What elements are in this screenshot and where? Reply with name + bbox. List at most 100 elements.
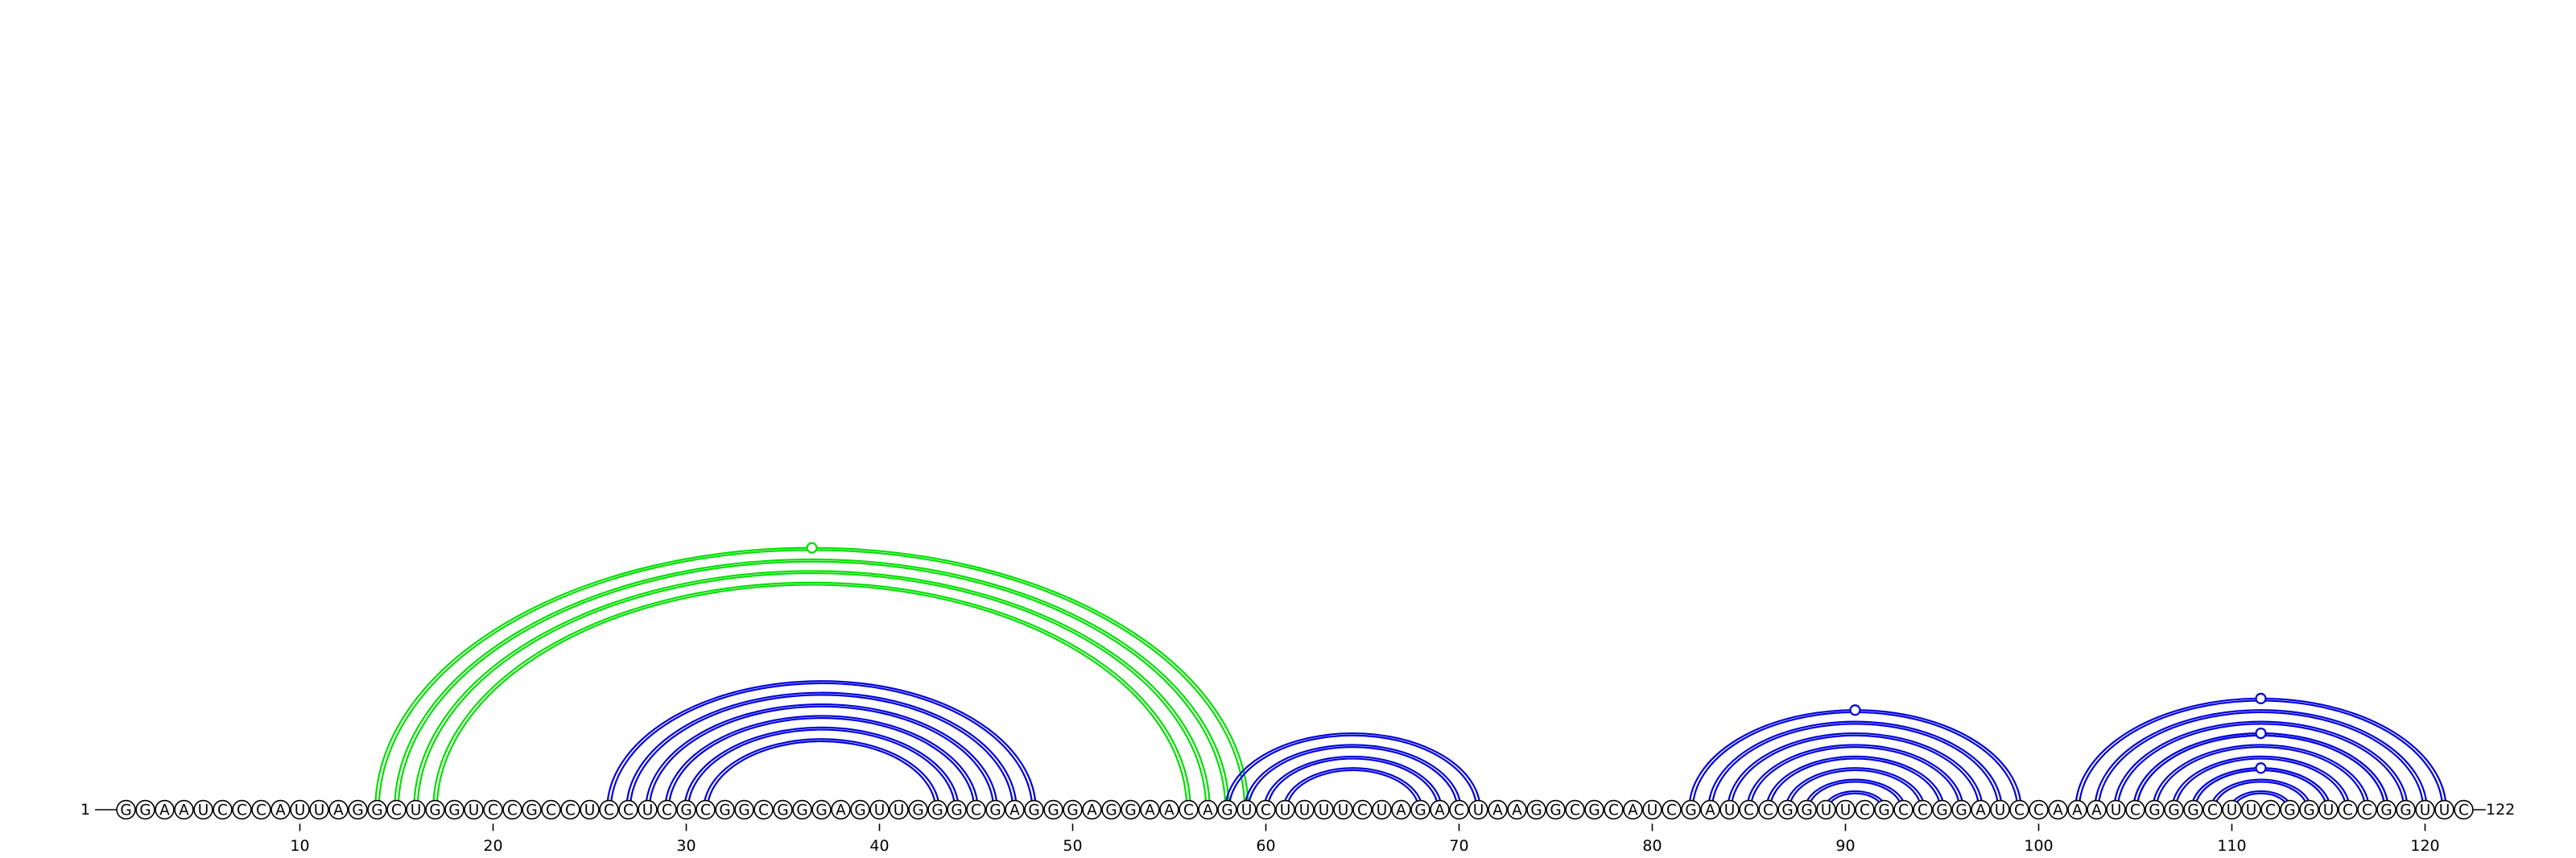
nucleotide-83: A bbox=[1700, 799, 1720, 820]
nucleotide-circle bbox=[1198, 799, 1218, 820]
nucleotide-letter: G bbox=[796, 802, 807, 819]
nucleotide-circle bbox=[1101, 799, 1121, 820]
nucleotide-letter: G bbox=[680, 802, 691, 819]
nucleotide-43: G bbox=[927, 799, 947, 820]
nucleotide-circle bbox=[927, 799, 947, 820]
base-pair-arc-103-120-strand-2 bbox=[2094, 709, 2428, 811]
nucleotide-101: A bbox=[2048, 799, 2068, 820]
nucleotide-circle bbox=[116, 799, 136, 820]
nucleotide-letter: U bbox=[1280, 802, 1291, 819]
base-pair-arc-87-94-strand-2 bbox=[1785, 767, 1926, 811]
base-pair-arc-87-94-strand-1 bbox=[1788, 769, 1922, 811]
nucleotide-letter: A bbox=[1009, 802, 1020, 819]
nucleotide-45: C bbox=[966, 799, 986, 820]
nucleotide-2: G bbox=[135, 799, 155, 820]
nucleotide-circle bbox=[2338, 799, 2358, 820]
helix-marker-1 bbox=[806, 542, 818, 554]
nucleotide-letter: A bbox=[1164, 802, 1174, 819]
nucleotide-circle bbox=[2241, 799, 2261, 820]
nucleotide-letter: G bbox=[139, 802, 151, 819]
nucleotide-letter: C bbox=[2207, 802, 2218, 819]
nucleotide-circle bbox=[1507, 799, 1527, 820]
nucleotide-13: G bbox=[348, 799, 368, 820]
base-pair-arc-16-57-strand-1 bbox=[416, 572, 1208, 811]
nucleotide-35: G bbox=[773, 799, 793, 820]
nucleotide-circle bbox=[1642, 799, 1662, 820]
nucleotide-circle bbox=[580, 799, 600, 820]
nucleotide-circle bbox=[1352, 799, 1373, 820]
nucleotide-28: U bbox=[638, 799, 658, 820]
nucleotide-circle bbox=[1855, 799, 1875, 820]
nucleotide-circle bbox=[985, 799, 1005, 820]
nucleotide-letter: G bbox=[2149, 802, 2160, 819]
helix-marker-6 bbox=[2255, 727, 2267, 740]
nucleotide-7: C bbox=[232, 799, 252, 820]
nucleotide-circle bbox=[869, 799, 890, 820]
nucleotide-53: G bbox=[1121, 799, 1141, 820]
nucleotide-91: C bbox=[1855, 799, 1875, 820]
nucleotide-letter: G bbox=[1801, 802, 1812, 819]
nucleotide-40: U bbox=[869, 799, 890, 820]
nucleotide-78: C bbox=[1604, 799, 1624, 820]
base-pair-arc-30-44-strand-1 bbox=[687, 728, 956, 811]
nucleotide-circle bbox=[502, 799, 522, 820]
nucleotide-92: G bbox=[1874, 799, 1894, 820]
nucleotide-circle bbox=[2087, 799, 2107, 820]
nucleotide-letter: G bbox=[1550, 802, 1561, 819]
nucleotide-letter: C bbox=[488, 802, 498, 819]
nucleotide-circle bbox=[1913, 799, 1933, 820]
nucleotide-letter: G bbox=[1221, 802, 1232, 819]
nucleotide-letter: C bbox=[1183, 802, 1194, 819]
nucleotide-42: G bbox=[908, 799, 928, 820]
nucleotide-letter: C bbox=[2014, 802, 2025, 819]
nucleotide-48: G bbox=[1024, 799, 1044, 820]
nucleotide-circle bbox=[1140, 799, 1160, 820]
nucleotide-letter: G bbox=[777, 802, 788, 819]
helix-marker-5 bbox=[2255, 692, 2267, 704]
base-pair-arc-31-43-strand-2 bbox=[703, 738, 940, 811]
nucleotide-letter: G bbox=[120, 802, 131, 819]
nucleotide-31: C bbox=[696, 799, 716, 820]
nucleotide-76: C bbox=[1565, 799, 1585, 820]
nucleotide-119: G bbox=[2396, 799, 2416, 820]
nucleotide-letter: G bbox=[1414, 802, 1426, 819]
nucleotide-circle bbox=[1256, 799, 1276, 820]
nucleotide-95: G bbox=[1932, 799, 1952, 820]
base-pair-arc-28-46-strand-2 bbox=[645, 703, 998, 811]
nucleotide-circle bbox=[1024, 799, 1044, 820]
base-pair-arc-83-98-strand-2 bbox=[1707, 720, 2003, 811]
nucleotide-letter: U bbox=[2439, 802, 2450, 819]
nucleotide-circle bbox=[348, 799, 368, 820]
nucleotide-letter: U bbox=[894, 802, 905, 819]
nucleotide-circle bbox=[638, 799, 658, 820]
base-pair-arc-14-59-strand-1 bbox=[378, 549, 1246, 811]
nucleotide-22: G bbox=[522, 799, 542, 820]
nucleotide-letter: A bbox=[333, 802, 344, 819]
nucleotide-74: G bbox=[1526, 799, 1546, 820]
nucleotide-67: A bbox=[1391, 799, 1411, 820]
nucleotide-circle bbox=[1294, 799, 1315, 820]
nucleotide-letter: U bbox=[1995, 802, 2006, 819]
nucleotide-circle bbox=[1719, 799, 1740, 820]
nucleotide-circle bbox=[908, 799, 928, 820]
nucleotide-20: C bbox=[483, 799, 503, 820]
nucleotide-circle bbox=[193, 799, 213, 820]
nucleotide-letter: U bbox=[1319, 802, 1330, 819]
nucleotide-circle bbox=[386, 799, 407, 820]
nucleotide-letter: C bbox=[971, 802, 981, 819]
nucleotide-14: G bbox=[367, 799, 387, 820]
nucleotide-letter: C bbox=[2458, 802, 2469, 819]
nucleotide-103: A bbox=[2087, 799, 2107, 820]
nucleotide-circle bbox=[232, 799, 252, 820]
nucleotide-letter: U bbox=[1338, 802, 1349, 819]
nucleotide-circle bbox=[406, 799, 426, 820]
nucleotide-36: G bbox=[792, 799, 812, 820]
nucleotide-17: G bbox=[425, 799, 445, 820]
nucleotide-letter: G bbox=[854, 802, 865, 819]
nucleotide-16: U bbox=[406, 799, 426, 820]
nucleotide-108: G bbox=[2183, 799, 2203, 820]
nucleotide-letter: U bbox=[1647, 802, 1658, 819]
nucleotide-circle bbox=[1082, 799, 1102, 820]
nucleotide-circle bbox=[1063, 799, 1083, 820]
nucleotide-letter: C bbox=[2130, 802, 2140, 819]
